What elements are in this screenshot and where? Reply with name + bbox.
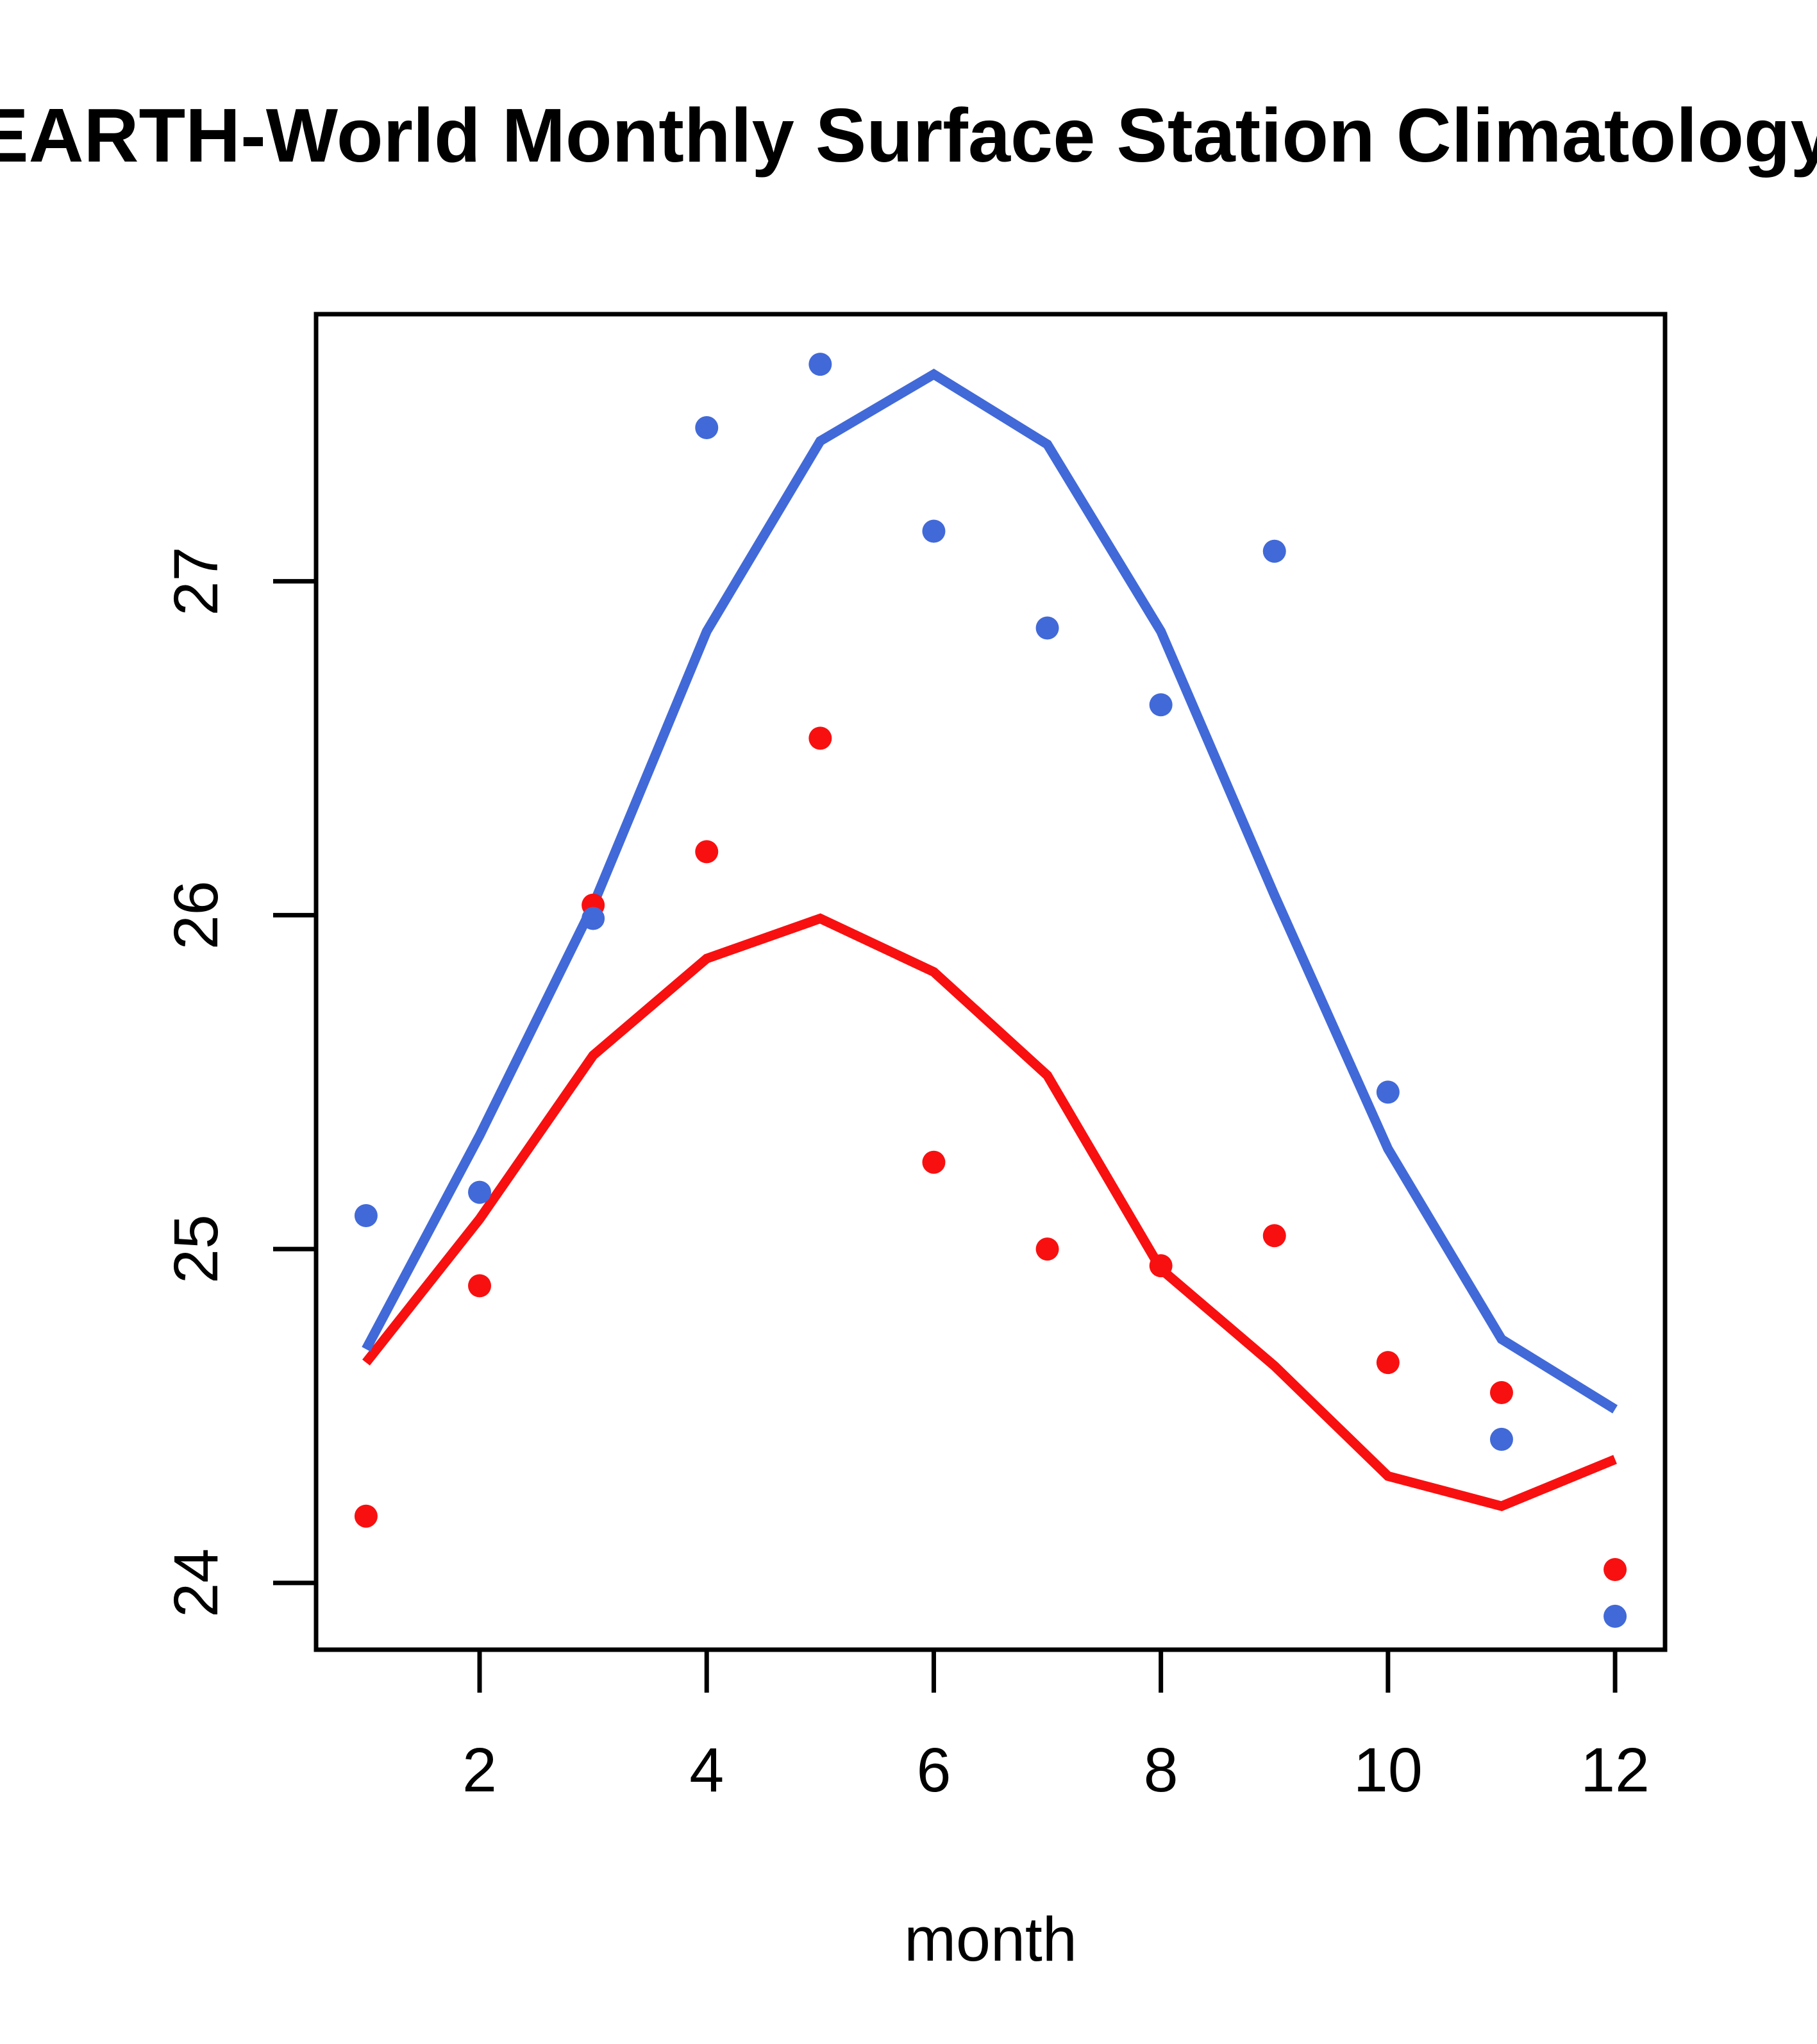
blue-station-points-point (695, 416, 719, 440)
y-axis: 24 25 26 27 (161, 547, 316, 1618)
blue-climatology-line (362, 368, 1618, 1414)
red-climatology-line (362, 913, 1617, 1511)
blue-station-points-point (1035, 616, 1059, 640)
blue-station-points-point (1149, 693, 1173, 717)
blue-station-points-point (922, 519, 946, 543)
blue-station-points-point (1603, 1604, 1627, 1628)
blue-station-points-point (808, 353, 832, 376)
x-tick-label: 2 (462, 1735, 497, 1805)
x-axis-title: month (904, 1904, 1077, 1974)
red-station-points-point (1376, 1351, 1400, 1375)
x-tick-label: 12 (1580, 1735, 1650, 1805)
red-station-points-point (1149, 1254, 1173, 1278)
blue-station-points-point (1489, 1427, 1513, 1451)
blue-station-points-point (468, 1180, 492, 1204)
red-station-points-point (695, 840, 719, 864)
y-tick-label: 26 (161, 880, 231, 950)
red-station-points-point (1035, 1237, 1059, 1261)
plot-box (314, 312, 1668, 1652)
y-tick-label: 25 (161, 1214, 231, 1284)
red-station-points-point (1603, 1558, 1627, 1582)
red-station-points-point (922, 1150, 946, 1174)
red-station-points-point (468, 1274, 492, 1298)
y-tick-label: 24 (161, 1548, 231, 1618)
red-station-points-point (354, 1504, 378, 1528)
y-tick-label: 27 (161, 547, 231, 616)
red-station-points-point (1489, 1381, 1513, 1405)
x-tick-label: 10 (1353, 1735, 1423, 1805)
blue-station-points-point (1262, 539, 1286, 563)
blue-station-points-point (582, 907, 605, 930)
series-layer (354, 353, 1627, 1628)
x-tick-label: 4 (689, 1735, 724, 1805)
red-station-points-point (808, 726, 832, 750)
x-axis: 2 4 6 8 10 12 (462, 1650, 1650, 1805)
x-tick-label: 6 (916, 1735, 951, 1805)
red-station-points-point (1262, 1224, 1286, 1248)
blue-station-points-point (354, 1204, 378, 1228)
blue-station-points-point (1376, 1080, 1400, 1104)
chart-title: EARTH-World Monthly Surface Station Clim… (0, 93, 1817, 178)
x-tick-label: 8 (1144, 1735, 1178, 1805)
